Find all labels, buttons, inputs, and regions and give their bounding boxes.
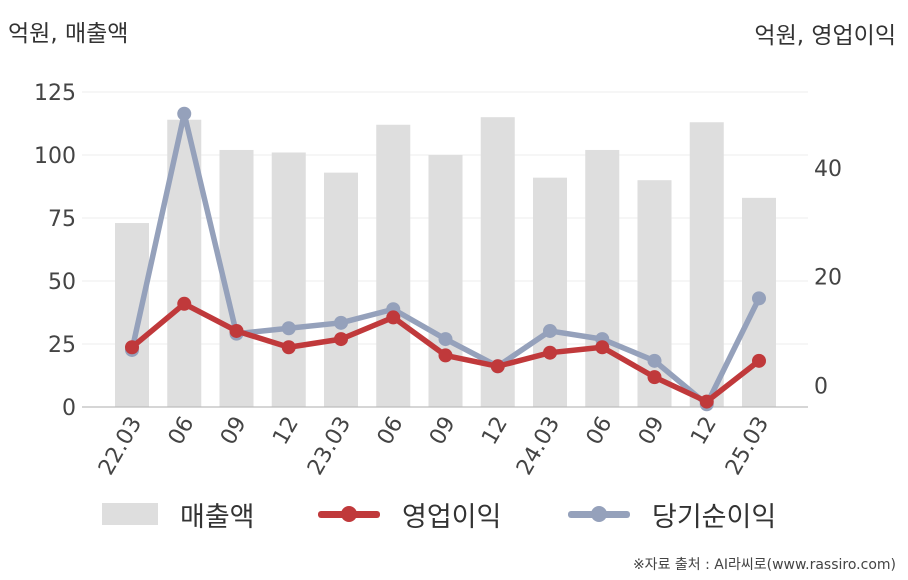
left-axis-ticks: 0 25 50 75 100 125 xyxy=(34,81,76,421)
x-tick-2: 09 xyxy=(216,413,252,450)
revenue-bars xyxy=(115,117,776,408)
x-tick-8: 24.03 xyxy=(512,413,565,480)
bar-revenue-6 xyxy=(428,155,463,407)
x-tick-4: 23.03 xyxy=(303,413,356,480)
x-tick-11: 12 xyxy=(686,413,722,450)
right-tick-0: 0 xyxy=(814,374,828,399)
left-tick-3: 75 xyxy=(48,207,76,232)
x-tick-3: 12 xyxy=(268,413,304,450)
x-tick-12: 25.03 xyxy=(721,413,774,480)
x-tick-10: 09 xyxy=(634,413,670,450)
right-axis-unit: 억원, 영업이익 xyxy=(754,23,896,49)
point-series-2-6 xyxy=(438,332,453,347)
point-series-1-7 xyxy=(490,359,505,374)
legend-item-operating-profit: 영업이익 xyxy=(318,492,501,536)
bar-revenue-0 xyxy=(115,223,149,407)
left-tick-2: 50 xyxy=(48,270,76,295)
bar-revenue-8 xyxy=(533,177,567,407)
point-series-1-8 xyxy=(543,345,557,360)
point-series-2-3 xyxy=(281,321,296,336)
point-series-1-6 xyxy=(438,348,453,363)
point-series-1-1 xyxy=(177,296,192,311)
point-series-1-10 xyxy=(647,370,662,385)
legend-swatch-net-income xyxy=(568,503,630,525)
point-series-1-9 xyxy=(595,340,610,355)
legend-label-revenue: 매출액 xyxy=(180,501,255,533)
x-tick-1: 06 xyxy=(164,413,200,450)
point-series-1-3 xyxy=(281,340,296,355)
point-series-1-0 xyxy=(125,340,139,355)
legend-swatch-operating-profit xyxy=(318,503,380,525)
left-axis-unit: 억원, 매출액 xyxy=(8,21,129,47)
left-tick-4: 100 xyxy=(34,144,76,169)
bar-revenue-9 xyxy=(585,149,620,407)
x-tick-7: 12 xyxy=(477,413,513,450)
bar-revenue-4 xyxy=(324,172,358,407)
bar-revenue-5 xyxy=(376,124,411,407)
point-series-2-1 xyxy=(177,106,192,121)
x-tick-0: 22.03 xyxy=(94,413,147,480)
point-series-2-10 xyxy=(647,353,662,368)
legend: 매출액 영업이익 당기순이익 xyxy=(0,492,908,536)
right-tick-1: 20 xyxy=(814,266,842,291)
left-tick-1: 25 xyxy=(48,333,76,358)
point-series-1-11 xyxy=(699,394,714,409)
point-series-1-4 xyxy=(334,332,348,347)
point-series-1-12 xyxy=(752,353,766,368)
x-tick-9: 06 xyxy=(582,413,618,450)
source-note: ※자료 출처 : AI라씨로(www.rassiro.com) xyxy=(632,557,896,573)
profit-lines xyxy=(125,106,766,412)
x-tick-5: 06 xyxy=(373,413,409,450)
x-axis-ticks: 22.03 06 09 12 23.03 06 09 12 24.03 06 09 12 25.03 xyxy=(94,413,774,480)
point-series-2-12 xyxy=(752,291,766,306)
point-series-1-5 xyxy=(386,310,401,325)
x-tick-6: 09 xyxy=(425,413,461,450)
point-series-1-2 xyxy=(229,323,244,338)
legend-swatch-revenue xyxy=(102,503,158,525)
right-axis-ticks: 0 20 40 xyxy=(814,157,842,399)
right-tick-2: 40 xyxy=(814,157,842,182)
left-tick-5: 125 xyxy=(34,81,76,106)
bar-revenue-3 xyxy=(271,152,306,407)
legend-label-net-income: 당기순이익 xyxy=(652,501,777,533)
point-series-2-8 xyxy=(543,323,557,338)
legend-item-net-income: 당기순이익 xyxy=(568,492,776,536)
legend-label-operating-profit: 영업이익 xyxy=(402,501,502,533)
left-tick-0: 0 xyxy=(62,396,76,421)
point-series-2-4 xyxy=(334,315,348,330)
legend-item-revenue: 매출액 xyxy=(102,492,255,536)
bar-revenue-11 xyxy=(689,122,724,408)
